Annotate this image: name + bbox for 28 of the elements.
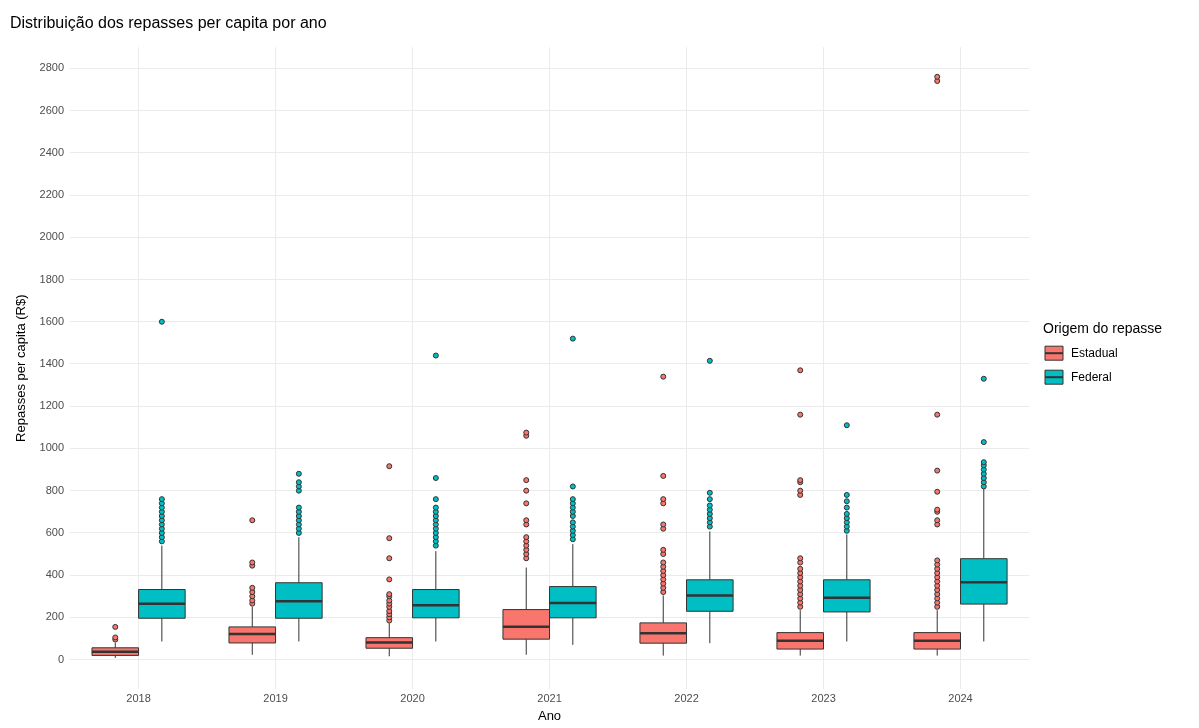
- x-axis-title: Ano: [537, 707, 562, 723]
- x-tick-label: 2020: [400, 691, 425, 704]
- x-tick-label: 2018: [126, 691, 151, 704]
- y-tick-label: 2800: [39, 61, 65, 74]
- y-tick-label: 0: [57, 652, 65, 665]
- legend-title: Origem do repasse: [1043, 320, 1163, 337]
- y-tick-label: 800: [45, 483, 65, 496]
- y-tick-label: 2200: [39, 188, 65, 201]
- y-tick-label: 200: [45, 610, 65, 623]
- y-tick-label: 2400: [39, 145, 65, 158]
- y-tick-label: 2000: [39, 230, 65, 243]
- y-tick-label: 2600: [39, 103, 65, 116]
- x-tick-label: 2022: [674, 691, 699, 704]
- chart-title: Distribuição dos repasses per capita por ano: [10, 14, 327, 32]
- x-tick-label: 2024: [948, 691, 973, 704]
- y-tick-label: 1600: [39, 314, 65, 327]
- legend-label: Federal: [1071, 369, 1112, 384]
- y-tick-label: 1200: [39, 399, 65, 412]
- legend-label: Estadual: [1071, 345, 1118, 360]
- y-tick-label: 1800: [39, 272, 65, 285]
- y-tick-label: 1000: [39, 441, 65, 454]
- x-tick-label: 2019: [263, 691, 288, 704]
- y-tick-label: 400: [45, 568, 65, 581]
- x-tick-label: 2023: [811, 691, 836, 704]
- y-axis-title: Repasses per capita (R$): [13, 294, 29, 442]
- y-tick-label: 600: [45, 525, 65, 538]
- x-tick-label: 2021: [537, 691, 562, 704]
- y-tick-label: 1400: [39, 357, 65, 370]
